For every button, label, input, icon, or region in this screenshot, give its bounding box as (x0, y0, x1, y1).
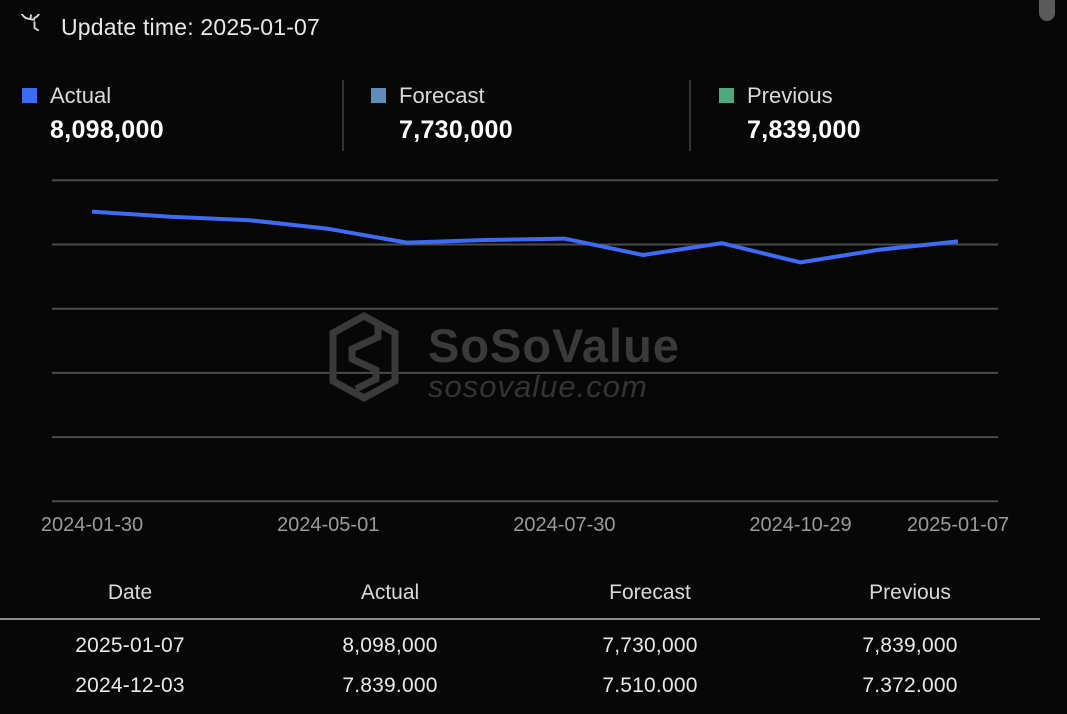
table-body: 2025-01-07 8,098,000 7,730,000 7,839,000 202… (0, 626, 1040, 706)
table-header-cell: Actual (360, 581, 420, 604)
table-cell: 7.372.000 (862, 674, 958, 697)
table-cell: 7,839,000 (862, 634, 958, 657)
actual-series-line (91, 209, 959, 265)
legend-divider (689, 80, 691, 151)
update-time-header: Update time: 2025-01-07 (21, 14, 320, 41)
table-cell: 2024-12-03 (75, 674, 185, 697)
table-header-row: Date Actual Forecast Previous (0, 570, 1040, 616)
previous-value: 7,839,000 (747, 116, 861, 144)
vertical-scrollbar-thumb[interactable] (1039, 0, 1055, 21)
table-cell: 7.839.000 (342, 674, 438, 697)
x-axis-tick-label: 2024-05-01 (277, 514, 380, 536)
actual-value: 8,098,000 (50, 116, 164, 144)
x-axis-tick-label: 2024-10-29 (749, 514, 852, 536)
history-data-table: Date Actual Forecast Previous 2025-01-07 8,0… (0, 570, 1040, 706)
update-time-text: Update time: 2025-01-07 (61, 14, 321, 40)
forecast-value: 7,730,000 (399, 116, 513, 144)
history-clock-icon (21, 14, 40, 32)
table-header-cell: Forecast (609, 581, 691, 604)
table-cell: 8,098,000 (342, 634, 438, 657)
table-row: 2024-12-03 7.839.000 7.510.000 7.372.000 (0, 666, 1040, 706)
x-axis-tick-label: 2025-01-07 (906, 514, 1010, 536)
forecast-label: Forecast (399, 82, 485, 108)
table-cell: 2025-01-07 (75, 634, 185, 657)
table-header-cell: Date (107, 581, 153, 604)
table-cell: 7.510.000 (602, 674, 698, 697)
table-header-cell: Previous (869, 581, 951, 604)
table-cell: 7,730,000 (602, 634, 698, 657)
legend-item-actual: Actual 8,098,000 (22, 82, 164, 145)
forecast-color-swatch (371, 88, 386, 103)
actual-label: Actual (50, 82, 112, 108)
legend-item-forecast: Forecast 7,730,000 (371, 82, 513, 145)
legend-item-previous: Previous 7,839,000 (719, 82, 861, 145)
actual-color-swatch (22, 88, 37, 103)
previous-label: Previous (747, 82, 833, 108)
legend-divider (342, 80, 344, 151)
chart-gridlines (52, 179, 998, 503)
table-header-divider (0, 618, 1040, 620)
x-axis-tick-label: 2024-07-30 (513, 514, 616, 536)
table-row: 2025-01-07 8,098,000 7,730,000 7,839,000 (0, 626, 1040, 666)
previous-color-swatch (719, 88, 734, 103)
x-axis-tick-label: 2024-01-30 (40, 514, 144, 536)
